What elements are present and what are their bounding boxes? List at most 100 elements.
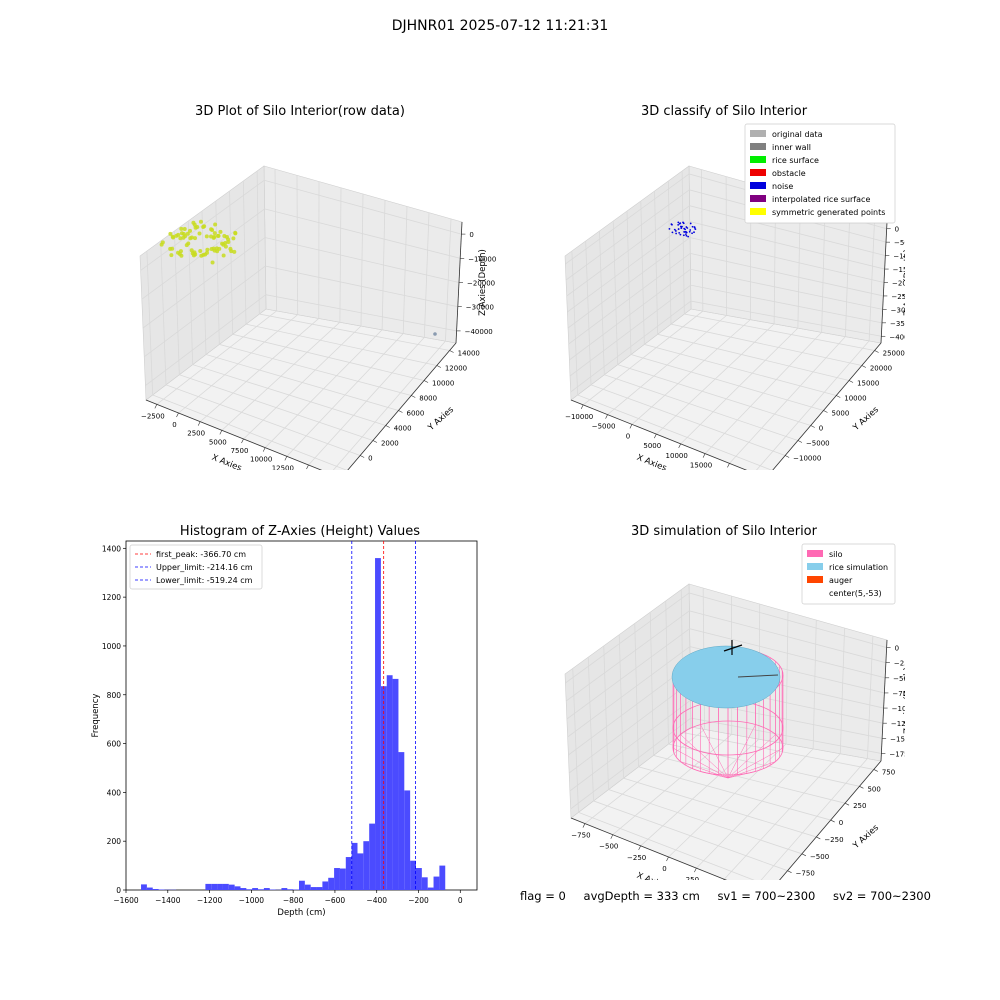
x-tick-label: −800 [283,896,304,905]
z-tick-label: −1500 [890,735,905,743]
x-tick [694,868,697,873]
data-point [202,224,207,229]
y-tick [423,380,429,383]
histogram-bar [316,887,323,890]
y-tick [398,410,403,413]
y-tick [797,440,803,443]
grid-line [665,600,860,787]
data-point [174,233,179,238]
z-tick-label: −35000 [890,320,905,328]
grid-line [286,206,408,457]
grid-line [584,587,705,824]
x-tick-label: 5000 [209,438,227,446]
y-tick-label: 800 [107,691,122,700]
x-axis-label: X Axies [635,871,668,880]
y-tick-label: 0 [368,455,372,463]
grid-line [631,183,752,425]
data-point [178,236,183,241]
grid-line [634,623,831,821]
classify-legend-swatch [750,156,766,163]
y-axis-label: Frequency [91,694,101,738]
y-tick-label: 8000 [419,395,437,403]
grid-line [760,635,874,880]
grid-line [160,240,361,456]
x-tick-label: 0 [458,896,463,905]
grid-line [264,200,386,448]
z-tick-label: −40000 [889,333,905,341]
data-point [195,224,200,229]
grid-line [156,169,277,405]
x-tick [605,414,608,419]
data-point [160,240,165,245]
grid-line [221,187,342,431]
avg-depth-text: avgDepth = 333 cm [583,889,700,903]
x-tick-label: 12500 [272,464,294,470]
x-tick-label: −10000 [565,413,593,421]
grid-line [141,208,461,300]
y-tick-label: 0 [116,886,121,895]
data-point [233,231,238,236]
y-tick-label: 14000 [458,350,480,358]
data-point [212,231,217,236]
z-tick-label: −1750 [889,750,905,758]
grid-line [640,603,761,847]
sim-legend-label: center(5,-53) [829,589,882,598]
x-tick-label: −1200 [197,896,223,905]
data-point [188,236,193,241]
histogram-bar [211,883,218,890]
y-tick-label: 1400 [102,544,121,553]
x-tick-label: 10000 [250,456,272,464]
grid-line [618,634,817,838]
x-tick-label: −1600 [113,896,139,905]
grid-line [566,205,886,297]
silo-cone-wire [700,771,729,779]
noise-point [686,227,689,229]
noise-point [688,230,691,233]
histogram-bar [386,675,393,890]
outlier-point [433,332,437,336]
data-point [171,235,176,240]
y-tick-label: 600 [107,740,122,749]
classify-legend-swatch [750,169,766,176]
noise-point [681,225,683,228]
noise-point [691,232,693,235]
y-tick-label: 0 [839,819,843,827]
y-tick-label: 25000 [883,350,905,358]
z-tick-label: −500 [893,675,905,683]
y-tick-label: −5000 [806,440,830,448]
z-tick-label: −40000 [465,328,493,336]
grid-line [145,294,457,386]
x-tick-label: 0 [626,432,630,440]
x-tick-label: −1000 [239,896,265,905]
histogram-bar [421,877,428,890]
histogram-bar [217,883,223,890]
histogram-bar [287,889,294,890]
sim-legend-swatch [807,563,823,570]
y-tick [873,769,878,772]
data-point [212,234,217,239]
x-tick [654,433,657,439]
data-point [170,246,175,251]
histogram-bar [252,888,259,890]
x-tick-label: −600 [325,896,346,905]
x-tick-label: −500 [599,843,618,851]
histogram-bar [404,790,411,890]
z-tick-label: 0 [469,231,473,239]
histogram-bar [345,857,352,890]
data-point [210,228,215,233]
z-tick-label: 0 [895,226,899,234]
y-tick [411,395,416,398]
histogram-bar [310,887,317,890]
grid-line [570,300,882,393]
noise-point [685,231,688,234]
data-point [231,236,236,241]
hist-legend-box [129,544,263,590]
z-tick-label: −250 [894,660,905,668]
grid-line [649,612,846,804]
grid-line [587,657,788,872]
noise-point [674,230,677,232]
noise-point [683,227,686,230]
noise-point [671,231,674,234]
raw-3d-plot: −2500025005000750010000125001500017500−2… [139,165,496,470]
classify-legend-label: inner wall [772,143,811,152]
